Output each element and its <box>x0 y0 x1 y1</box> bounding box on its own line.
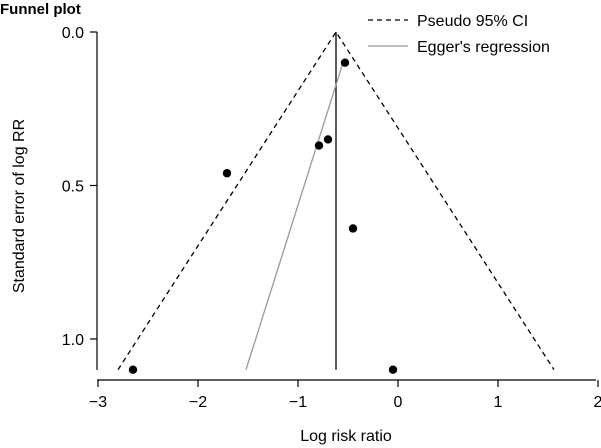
x-tick-label: −3 <box>89 394 107 411</box>
ci-funnel-line <box>117 30 555 371</box>
x-axis-ticks: −3 −2 −1 0 1 2 <box>89 380 601 411</box>
legend-ci-label: Pseudo 95% CI <box>417 13 528 30</box>
legend-egger-label: Egger's regression <box>417 39 550 56</box>
study-point <box>348 224 358 233</box>
x-tick-label: −1 <box>289 394 307 411</box>
y-tick-label: 0.5 <box>62 179 84 196</box>
x-tick-label: −2 <box>189 394 207 411</box>
study-point <box>128 365 138 374</box>
study-point <box>222 169 232 178</box>
chart-title: Funnel plot <box>0 1 81 18</box>
study-point <box>314 141 324 150</box>
x-tick-label: 1 <box>494 394 503 411</box>
egger-regression-line <box>245 62 344 370</box>
plot-points <box>128 58 398 374</box>
legend: Pseudo 95% CI Egger's regression <box>368 13 550 56</box>
study-point <box>340 58 350 67</box>
x-axis-label: Log risk ratio <box>300 428 392 445</box>
study-point <box>323 135 333 144</box>
y-axis-ticks: 0.0 0.5 1.0 <box>62 25 97 349</box>
plot-lines <box>117 30 555 371</box>
study-point <box>388 365 398 374</box>
x-tick-label: 2 <box>594 394 601 411</box>
y-tick-label: 0.0 <box>62 25 84 42</box>
y-axis-label: Standard error of log RR <box>11 119 28 293</box>
x-tick-label: 0 <box>394 394 403 411</box>
y-tick-label: 1.0 <box>62 332 84 349</box>
